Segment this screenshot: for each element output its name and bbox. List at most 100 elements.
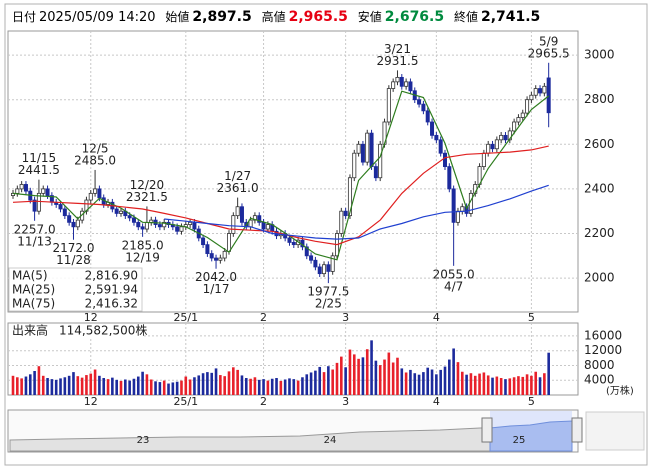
volume-bar <box>162 380 166 395</box>
x-tick-label: 25/1 <box>173 311 198 324</box>
volume-bar <box>404 372 408 395</box>
volume-bar <box>119 380 123 395</box>
volume-bar <box>227 371 231 395</box>
volume-bar <box>236 369 239 395</box>
volume-bar <box>538 377 542 395</box>
candle-body <box>205 244 210 254</box>
candle-body <box>114 208 119 214</box>
y-tick-label: 2000 <box>584 271 615 285</box>
volume-bar <box>249 378 252 395</box>
volume-bar <box>154 381 157 395</box>
x-tick-label: 25/1 <box>173 395 198 408</box>
volume-bar <box>214 368 218 395</box>
candle-body <box>209 253 214 259</box>
volume-bar <box>327 366 330 395</box>
volume-bar <box>443 366 447 395</box>
candle-body <box>322 264 327 275</box>
volume-bar <box>145 374 149 395</box>
label: 始値 <box>165 10 190 24</box>
volume-bar <box>352 354 356 395</box>
volume-bar <box>452 348 455 395</box>
navigator-window-area <box>489 420 573 452</box>
navigator-label: 23 <box>137 435 150 446</box>
candle-body <box>67 215 72 223</box>
candle-body <box>231 215 236 234</box>
volume-bar <box>93 369 97 395</box>
volume-total: 114,582,500株 <box>59 323 147 338</box>
candle-body <box>226 233 231 252</box>
candle-body <box>261 221 266 230</box>
annotation-date: 11/28 <box>56 253 91 267</box>
annotation-price: 2321.5 <box>126 190 168 204</box>
candle-body <box>62 208 67 217</box>
annotation-date: 11/15 <box>22 151 57 165</box>
y-tick-label: 2800 <box>584 92 615 106</box>
volume-bar <box>370 340 373 395</box>
volume-bar <box>387 352 391 395</box>
volume-bar <box>318 366 322 395</box>
candle-body <box>222 250 227 259</box>
candle-body <box>486 143 491 154</box>
candle-body <box>287 237 292 243</box>
volume-bar <box>430 369 434 395</box>
volume-bar <box>76 376 80 395</box>
candle-body <box>162 221 167 228</box>
candle-body <box>442 152 447 167</box>
volume-bar <box>98 375 101 395</box>
navigator-handle[interactable] <box>571 417 583 443</box>
label: 日付 <box>12 10 37 24</box>
volume-bar <box>16 377 19 395</box>
candle-body <box>516 117 521 123</box>
volume-bar <box>136 376 140 395</box>
volume-bar <box>180 380 183 395</box>
volume-bar <box>426 367 430 395</box>
volume-bar <box>201 373 205 395</box>
volume-bar <box>275 378 278 395</box>
annotation-date: 3/21 <box>384 42 411 56</box>
candle-body <box>330 255 335 272</box>
volume-bar <box>244 378 248 395</box>
volume-bar <box>115 379 118 395</box>
volume-bar <box>365 349 369 395</box>
volume-bar <box>67 375 71 395</box>
candle-body <box>451 188 456 223</box>
candle-body <box>304 246 309 257</box>
candle-body <box>430 121 435 136</box>
candle-body <box>235 206 240 217</box>
volume-bar <box>495 376 499 395</box>
candle-body <box>460 206 465 212</box>
volume-bar <box>158 382 162 395</box>
candle-body <box>417 99 422 105</box>
candle-body <box>15 188 20 194</box>
navigator-handle[interactable] <box>481 417 493 443</box>
candle-body <box>127 215 132 219</box>
candle-body <box>365 132 370 163</box>
x-tick-label: 12 <box>84 395 98 408</box>
close-value: 2,741.5 <box>480 9 541 25</box>
volume-bar <box>400 368 404 395</box>
candle-body <box>529 94 534 101</box>
candle-body <box>369 132 374 167</box>
volume-bar <box>378 365 382 395</box>
volume-bar <box>305 374 309 395</box>
candle-body <box>481 152 486 167</box>
candle-body <box>455 210 460 223</box>
y-tick-label: 3000 <box>584 48 615 62</box>
scrollbar <box>585 411 645 451</box>
volume-bar <box>499 378 503 395</box>
volume-bar <box>482 372 486 395</box>
candle-body <box>356 143 361 154</box>
volume-bar <box>439 369 442 395</box>
volume-bar <box>517 376 520 395</box>
header: 日付 2025/05/09 14:20 始値 2,897.5 高値 2,965.5 安… <box>12 8 546 25</box>
open-value: 2,897.5 <box>192 9 252 25</box>
navigator-label: 24 <box>324 435 337 446</box>
volume-bar <box>37 366 41 395</box>
candle-body <box>339 210 344 234</box>
candle-body <box>494 139 499 150</box>
volume-bar <box>508 378 512 395</box>
label: 高値 <box>261 10 286 24</box>
volume-bar <box>283 379 287 395</box>
volume-bar <box>413 373 417 395</box>
candle-body <box>309 255 314 261</box>
